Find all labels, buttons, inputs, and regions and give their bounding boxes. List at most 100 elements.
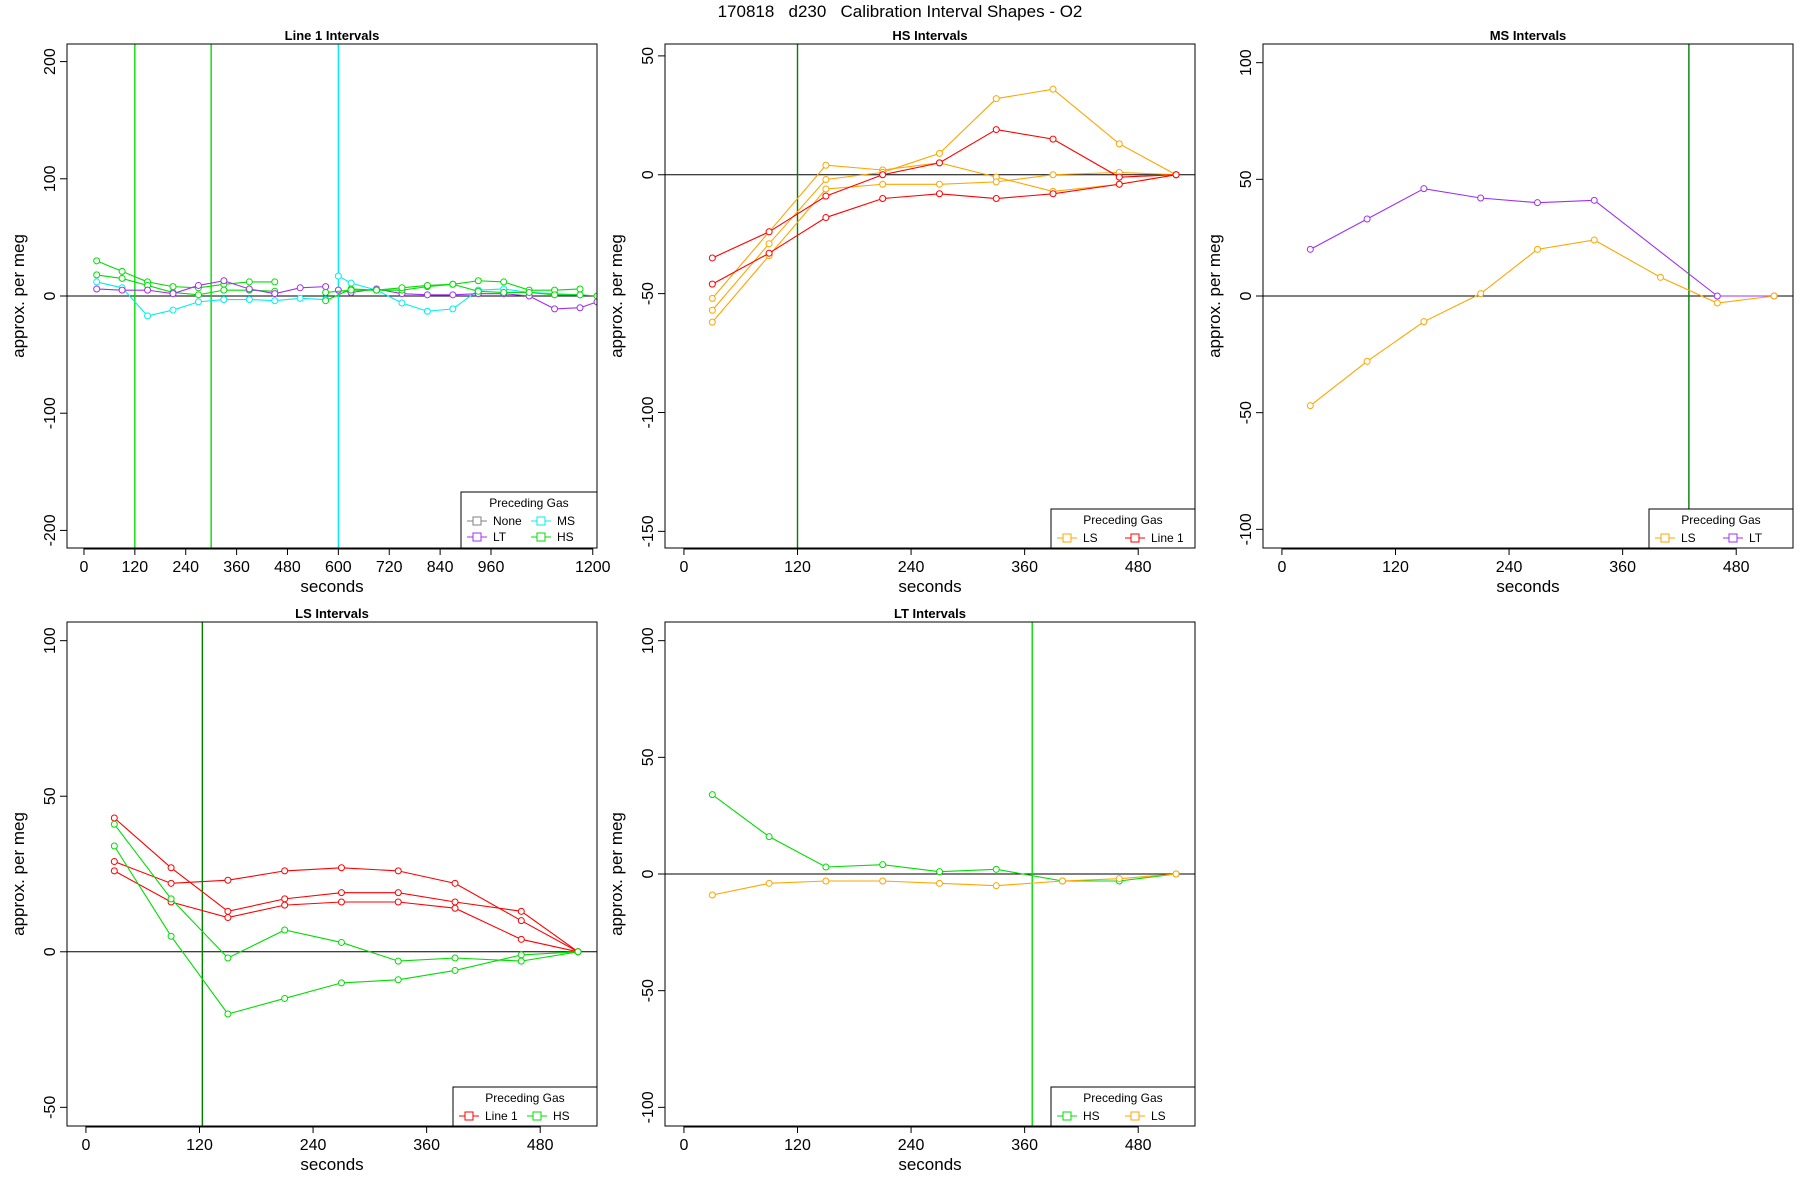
panel-title: LT Intervals <box>894 606 966 621</box>
data-point <box>394 957 402 965</box>
data-point <box>708 891 716 899</box>
data-point <box>1049 85 1057 93</box>
x-tick-label: 360 <box>1011 1137 1038 1154</box>
data-point <box>271 290 279 298</box>
data-point <box>93 285 101 293</box>
x-axis-label: seconds <box>1496 577 1559 596</box>
data-point <box>992 95 1000 103</box>
data-point <box>296 294 304 302</box>
x-tick-label: 480 <box>527 1137 554 1154</box>
x-tick-label: 240 <box>1496 559 1523 576</box>
data-point <box>574 948 582 956</box>
data-point <box>144 286 152 294</box>
data-point <box>322 297 330 305</box>
data-point <box>551 291 559 299</box>
data-point <box>194 291 202 299</box>
y-tick-label: 0 <box>1238 291 1255 300</box>
plot-area <box>67 622 597 1126</box>
data-point <box>1172 870 1180 878</box>
data-point <box>394 867 402 875</box>
legend-swatch-square <box>472 516 482 526</box>
legend-title: Preceding Gas <box>1083 513 1162 527</box>
series-line <box>96 260 275 289</box>
data-point <box>449 305 457 313</box>
data-point <box>474 287 482 295</box>
data-point <box>167 879 175 887</box>
data-point <box>281 901 289 909</box>
data-point <box>281 926 289 934</box>
x-tick-label: 240 <box>898 559 925 576</box>
x-tick-label: 0 <box>81 1137 90 1154</box>
data-point <box>373 286 381 294</box>
data-point <box>423 307 431 315</box>
data-point <box>322 288 330 296</box>
legend-entry: HS <box>1083 1109 1100 1123</box>
data-point <box>271 278 279 286</box>
data-point <box>708 280 716 288</box>
y-tick-label: 200 <box>42 48 59 75</box>
data-point <box>271 297 279 305</box>
data-point <box>281 994 289 1002</box>
data-point <box>281 895 289 903</box>
data-point <box>708 254 716 262</box>
data-point <box>451 904 459 912</box>
data-point <box>1115 173 1123 181</box>
data-point <box>1059 877 1066 885</box>
y-tick-label: -150 <box>640 515 657 547</box>
data-point <box>765 240 773 248</box>
legend: Preceding Gas LS Line 1 <box>1050 508 1196 549</box>
data-point <box>220 286 228 294</box>
data-point <box>451 966 459 974</box>
series-line <box>325 283 597 297</box>
data-point <box>245 296 253 304</box>
x-tick-label: 1200 <box>575 559 611 576</box>
y-tick-label: 0 <box>640 869 657 878</box>
legend: Preceding Gas HS LS <box>1050 1086 1196 1127</box>
x-tick-label: 840 <box>427 559 454 576</box>
x-tick-label: 360 <box>223 559 250 576</box>
data-point <box>879 195 887 203</box>
legend-swatch-square <box>536 516 546 526</box>
data-point <box>423 291 431 299</box>
legend-entry: HS <box>557 530 574 544</box>
y-tick-label: 50 <box>640 748 657 766</box>
data-point <box>347 286 355 294</box>
x-tick-label: 120 <box>784 559 811 576</box>
data-point <box>337 938 345 946</box>
y-tick-label: -50 <box>640 282 657 305</box>
data-point <box>822 214 830 222</box>
x-axis-label: seconds <box>898 577 961 596</box>
figure-title: 170818 d230 Calibration Interval Shapes … <box>717 2 1083 21</box>
x-tick-label: 360 <box>1609 559 1636 576</box>
data-point <box>992 195 1000 203</box>
x-tick-label: 120 <box>186 1137 213 1154</box>
data-point <box>576 291 584 299</box>
panel-4: LT Intervals 0 120 240 360 480 -100 -50 0 50 100 se… <box>607 606 1196 1174</box>
legend-swatch-square <box>1130 1111 1140 1121</box>
series-line <box>712 873 1177 896</box>
panel-0: Line 1 Intervals 0 120 240 360 480 600 720 840 96… <box>9 28 611 596</box>
y-tick-label: -100 <box>1238 513 1255 545</box>
data-point <box>110 820 118 828</box>
data-point <box>224 914 232 922</box>
legend-title: Preceding Gas <box>1681 513 1760 527</box>
panel-1: HS Intervals 0 120 240 360 480 -150 -100 -50 0 50 s… <box>607 28 1196 596</box>
data-point <box>576 285 584 293</box>
y-tick-label: -100 <box>42 397 59 429</box>
data-point <box>322 283 330 291</box>
data-point <box>347 279 355 287</box>
legend-swatch-square <box>532 1111 542 1121</box>
data-point <box>224 1010 232 1018</box>
y-tick-label: 50 <box>42 787 59 805</box>
data-point <box>525 288 533 296</box>
data-point <box>451 879 459 887</box>
legend-box <box>460 491 598 549</box>
legend-entry: Line 1 <box>485 1109 518 1123</box>
data-point <box>394 976 402 984</box>
data-point <box>449 280 457 288</box>
x-tick-label: 360 <box>1011 559 1038 576</box>
data-point <box>500 288 508 296</box>
y-axis-label: approx. per meg <box>9 234 28 358</box>
data-point <box>1657 273 1664 281</box>
data-point <box>1306 402 1314 410</box>
